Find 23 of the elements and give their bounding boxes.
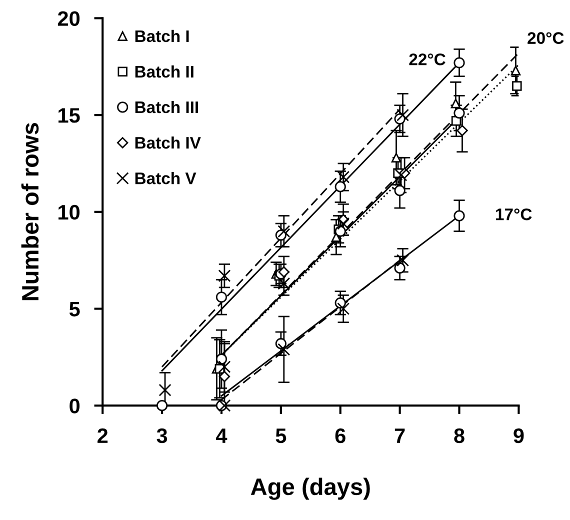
y-tick-label: 0 bbox=[70, 398, 80, 414]
x-tick-label: 5 bbox=[276, 428, 286, 444]
text: 20°C bbox=[528, 32, 564, 44]
x-tick-label: 2 bbox=[98, 428, 108, 443]
legend-label: Batch III bbox=[135, 100, 198, 114]
x-tick-label: 6 bbox=[335, 428, 346, 444]
x-axis-title: Age (days) bbox=[250, 478, 370, 500]
legend-label: Batch II bbox=[135, 65, 194, 78]
y-tick-label: 20 bbox=[58, 11, 80, 26]
x-tick-label: 4 bbox=[216, 428, 228, 443]
x-tick-label: 7 bbox=[394, 428, 405, 443]
legend-label: Batch I bbox=[135, 30, 189, 42]
annotation: 22°C bbox=[409, 53, 446, 66]
y-axis-title: Number of rows bbox=[21, 123, 39, 300]
y-tick-label: 5 bbox=[69, 302, 80, 317]
x-tick-label: 9 bbox=[514, 428, 524, 444]
legend-label: Batch V bbox=[135, 172, 196, 184]
y-tick-label: 10 bbox=[58, 204, 80, 220]
y-tick-label: 15 bbox=[58, 108, 80, 123]
annotation: 17°C bbox=[496, 208, 532, 220]
legend-label: Batch IV bbox=[135, 136, 201, 149]
x-tick-label: 3 bbox=[156, 428, 168, 444]
x-tick-label: 8 bbox=[454, 428, 464, 444]
